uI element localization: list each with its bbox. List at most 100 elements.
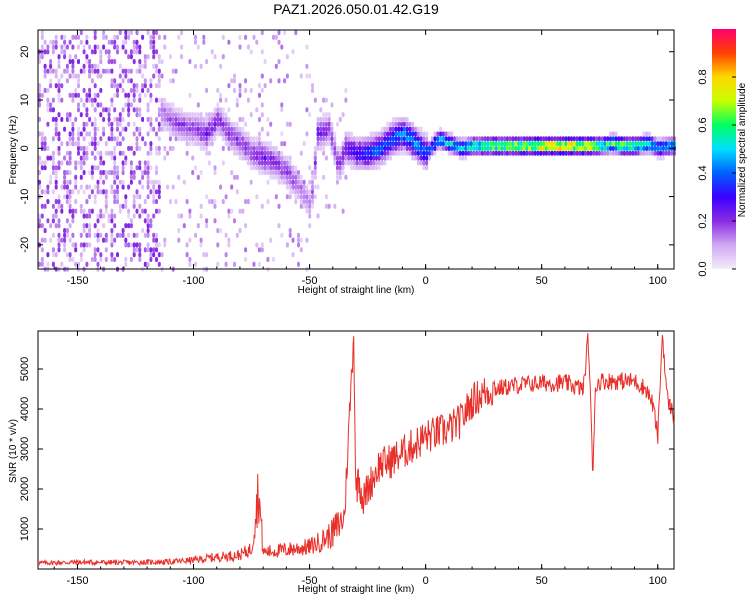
spectrogram-cell: [63, 49, 67, 55]
spectrogram-cell: [113, 213, 117, 219]
snr-y-axis-label: SNR (10 * v/v): [8, 419, 19, 483]
spectrogram-cell: [202, 141, 206, 147]
spectrogram-cell: [163, 44, 167, 50]
spectrogram-cell: [96, 44, 100, 50]
spectrogram-cell: [447, 136, 451, 142]
spectrogram-cell: [51, 155, 55, 161]
spectrogram-cell: [124, 68, 128, 74]
spectrogram-cell: [394, 141, 398, 147]
spectrogram-cell: [77, 102, 80, 108]
spectrogram-cell: [138, 97, 142, 103]
spectrogram-cell: [63, 237, 67, 243]
spectrogram-cell: [224, 131, 228, 137]
spectrogram-cell: [455, 141, 459, 147]
spectrogram-cell: [199, 237, 203, 243]
spectrogram-cell: [558, 141, 562, 147]
spectrogram-cell: [475, 141, 479, 147]
spectrogram-cell: [263, 59, 267, 65]
spectrogram-cell: [238, 228, 242, 234]
spectrogram-cell: [110, 78, 114, 84]
spectrogram-cell: [152, 189, 156, 195]
spectrogram-cell: [171, 78, 175, 84]
spectrogram-cell: [65, 252, 69, 258]
spectrogram-cell: [480, 141, 484, 147]
spectrogram-cell: [188, 126, 192, 132]
spectrogram-cell: [104, 34, 108, 40]
spectrogram-cell: [199, 145, 203, 151]
spectrogram-cell: [113, 136, 117, 142]
spectrogram-cell: [205, 150, 209, 156]
spectrogram-cell: [246, 141, 250, 147]
spectrogram-cell: [213, 121, 217, 127]
spectrogram-cell: [216, 261, 220, 267]
spectrogram-cell: [444, 145, 448, 151]
spectrogram-cell: [124, 73, 128, 79]
spectrogram-cell: [54, 131, 58, 137]
spectrogram-cell: [458, 141, 462, 147]
spectrogram-cell: [152, 179, 156, 185]
spectrogram-cell: [383, 155, 387, 161]
spectrogram-cell: [121, 170, 125, 176]
spectrogram-cell: [344, 160, 348, 166]
spectrogram-cell: [319, 136, 323, 142]
spectrogram-cell: [116, 34, 119, 40]
spectrogram-cell: [129, 256, 133, 262]
spectrogram-cell: [338, 116, 342, 122]
spectrogram-cell: [202, 136, 206, 142]
spectrogram-cell: [149, 141, 153, 147]
spectrogram-cell: [525, 145, 529, 151]
spectrogram-cell: [622, 145, 626, 151]
spectrogram-cell: [57, 160, 61, 166]
spectrogram-cell: [155, 131, 158, 137]
spectrogram-cell: [163, 155, 167, 161]
spectrogram-cell: [266, 131, 270, 137]
spectrogram-cell: [60, 141, 64, 147]
spectrogram-cell: [372, 165, 376, 171]
spectrogram-cell: [121, 44, 125, 50]
spectrogram-cell: [191, 155, 195, 161]
spectrogram-cell: [146, 150, 150, 156]
spectrogram-cell: [266, 145, 270, 151]
spectrogram-cell: [221, 160, 225, 166]
spectrogram-cell: [514, 141, 518, 147]
spectrogram-cell: [361, 160, 365, 166]
spectrogram-cell: [528, 150, 532, 156]
spectrogram-cell: [110, 83, 114, 89]
spectrogram-cell: [244, 247, 248, 253]
spectrogram-cell: [135, 107, 139, 113]
spectrogram-cell: [177, 174, 181, 180]
spectrogram-cell: [157, 83, 161, 89]
spectrogram-cell: [416, 160, 420, 166]
spectrogram-cell: [230, 170, 234, 176]
spectrogram-cell: [277, 170, 281, 176]
spectrogram-cell: [611, 141, 615, 147]
spectrogram-cell: [319, 107, 323, 113]
spectrogram-cell: [252, 261, 256, 267]
spectrogram-cell: [174, 136, 178, 142]
spectrogram-cell: [152, 39, 156, 45]
spectrogram-cell: [202, 34, 206, 40]
spectrogram-cell: [235, 189, 239, 195]
spectrogram-cell: [589, 141, 593, 147]
spectrogram-cell: [322, 116, 326, 122]
spectrogram-y-tick-label: 20: [19, 46, 31, 58]
spectrogram-cell: [51, 170, 55, 176]
spectrogram-cell: [383, 131, 387, 137]
spectrogram-cell: [386, 121, 390, 127]
spectrogram-cell: [124, 30, 128, 36]
spectrogram-cell: [285, 155, 289, 161]
spectrogram-cell: [322, 112, 326, 118]
spectrogram-cell: [180, 126, 184, 132]
spectrogram-cell: [305, 44, 309, 50]
spectrogram-cell: [305, 73, 309, 79]
spectrogram-cell: [531, 141, 534, 147]
spectrogram-cell: [199, 126, 203, 132]
spectrogram-cell: [182, 223, 186, 229]
spectrogram-cell: [283, 179, 287, 185]
spectrogram-cell: [196, 102, 200, 108]
spectrogram-cell: [219, 112, 223, 118]
spectrogram-cell: [402, 116, 406, 122]
spectrogram-cell: [74, 174, 78, 180]
spectrogram-cell: [216, 131, 220, 137]
spectrogram-cell: [517, 136, 521, 142]
